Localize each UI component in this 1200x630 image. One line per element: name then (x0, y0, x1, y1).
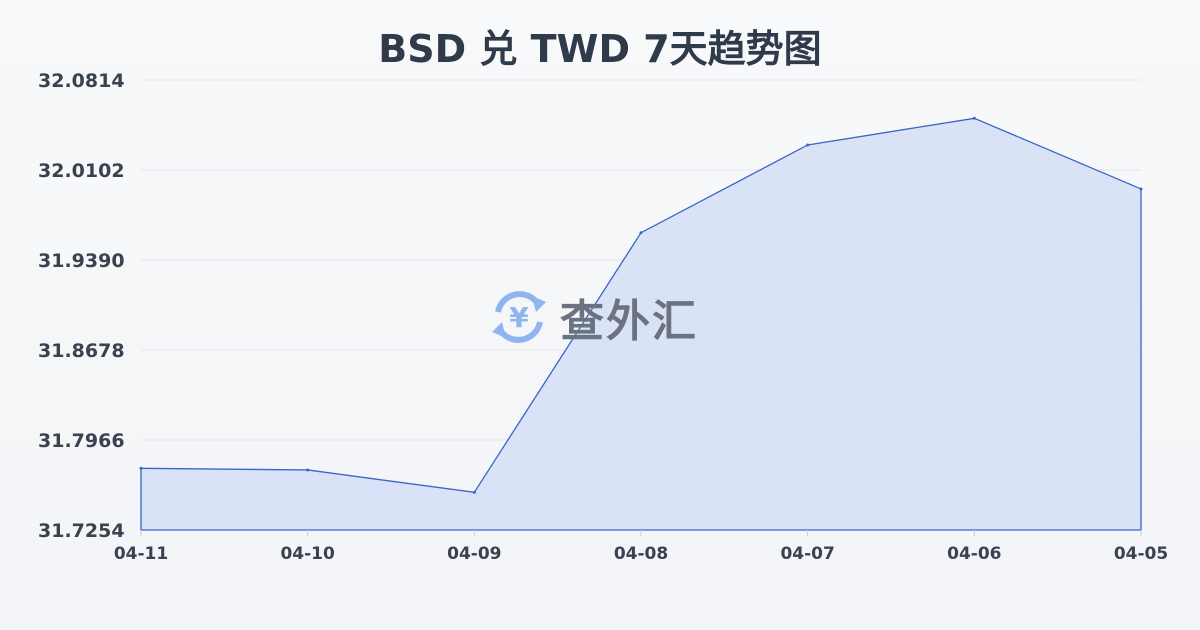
y-tick-label: 31.9390 (38, 250, 125, 272)
y-tick-label: 31.7966 (38, 430, 125, 452)
x-tick-label: 04-07 (780, 544, 834, 564)
x-tick-label: 04-11 (114, 544, 168, 564)
y-tick-label: 32.0814 (38, 70, 125, 92)
yen-exchange-icon: ¥ (492, 291, 546, 343)
y-tick-label: 32.0102 (38, 160, 125, 182)
y-tick-label: 31.8678 (38, 340, 125, 362)
watermark: ¥ 查外汇 (488, 285, 698, 349)
data-point (972, 116, 976, 120)
x-tick-label: 04-05 (1114, 544, 1168, 564)
svg-text:¥: ¥ (509, 301, 529, 334)
data-point (139, 466, 143, 470)
x-tick-label: 04-09 (447, 544, 501, 564)
data-point (306, 468, 310, 472)
x-tick-label: 04-10 (280, 544, 335, 564)
data-point (472, 490, 476, 494)
x-tick-label: 04-08 (614, 544, 668, 564)
area-fill (141, 118, 1141, 530)
x-tick-label: 04-06 (947, 544, 1001, 564)
chart-title: BSD 兑 TWD 7天趋势图 (378, 27, 822, 71)
watermark-text: 查外汇 (560, 296, 698, 347)
data-point (1139, 187, 1143, 191)
data-point (639, 231, 643, 235)
data-point (806, 143, 810, 147)
y-tick-label: 31.7254 (38, 520, 125, 542)
